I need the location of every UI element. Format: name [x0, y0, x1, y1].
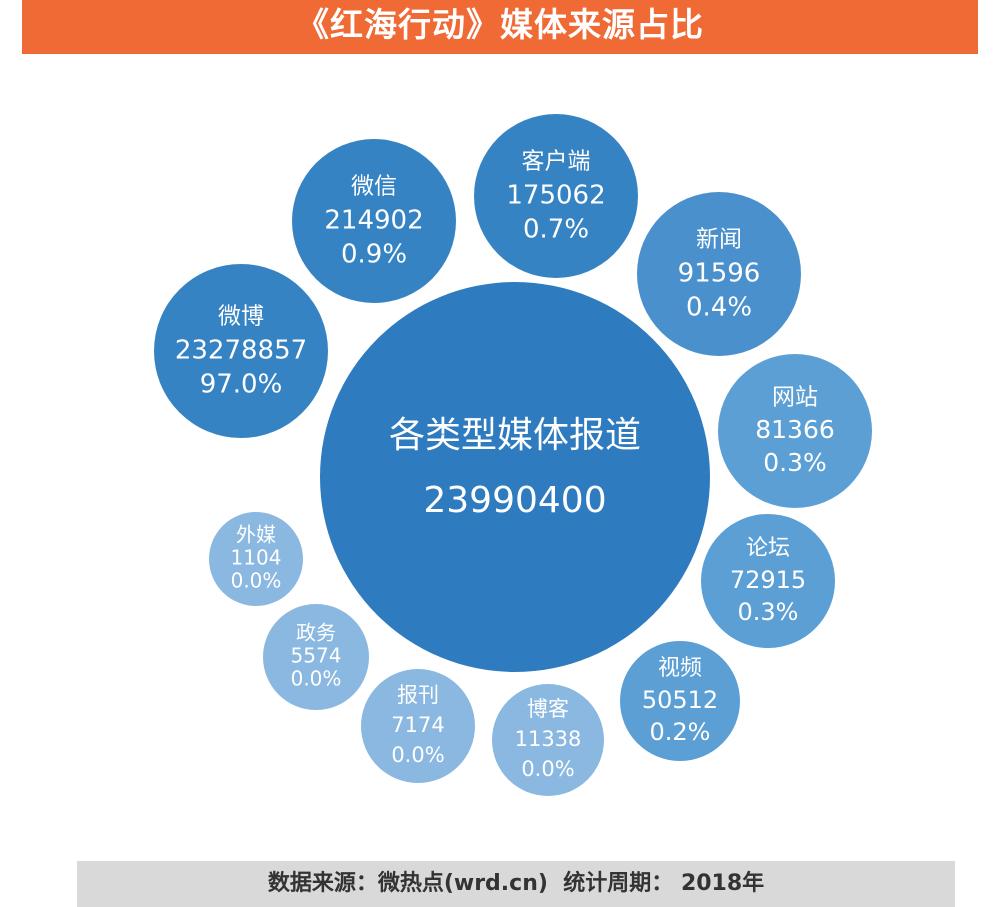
bubble-item: 报刊 7174 0.0% — [361, 669, 475, 783]
bubble-label: 新闻 — [696, 227, 742, 253]
bubble-item: 网站 81366 0.3% — [718, 354, 872, 508]
bubble-value: 91596 — [678, 259, 761, 289]
bubble-item: 微信 214902 0.9% — [292, 139, 456, 303]
bubble-percent: 0.3% — [763, 448, 827, 477]
bubble-value: 7174 — [391, 713, 444, 737]
bubble-value: 1104 — [231, 546, 282, 570]
bubble-value: 11338 — [515, 727, 582, 751]
bubble-label: 报刊 — [397, 683, 439, 707]
footer-source-label: 数据来源：微热点(wrd.cn) — [267, 871, 548, 896]
bubble-circle — [361, 669, 475, 783]
bubble-center-value: 23990400 — [423, 480, 606, 521]
bubble-circle — [620, 641, 740, 761]
bubble-label: 外媒 — [236, 523, 276, 547]
bubble-chart: 各类型媒体报道 23990400 微博 23278857 97.0% 微信 214902 0.… — [154, 114, 872, 796]
footer-period-value: 2018年 — [680, 871, 765, 896]
chart-title: 《红海行动》媒体来源占比 — [22, 0, 978, 54]
footer-period-label: 统计周期： — [563, 871, 674, 896]
bubble-value: 81366 — [755, 415, 835, 444]
bubble-percent: 97.0% — [200, 370, 283, 400]
bubble-circle — [209, 512, 303, 606]
bubble-percent: 0.3% — [738, 598, 799, 626]
bubble-item: 新闻 91596 0.4% — [637, 192, 801, 356]
bubble-label: 博客 — [527, 697, 569, 721]
bubble-label: 微博 — [218, 304, 264, 330]
bubble-circle — [292, 139, 456, 303]
bubble-value: 5574 — [291, 644, 342, 668]
bubble-circle — [701, 514, 835, 648]
bubble-value: 175062 — [506, 181, 605, 211]
bubble-item: 视频 50512 0.2% — [620, 641, 740, 761]
bubble-percent: 0.9% — [341, 240, 407, 270]
bubble-circle — [718, 354, 872, 508]
bubble-percent: 0.7% — [523, 215, 589, 245]
bubble-item: 微博 23278857 97.0% — [154, 264, 328, 438]
bubble-percent: 0.0% — [521, 757, 574, 781]
bubble-circle — [637, 192, 801, 356]
bubble-circle — [263, 604, 369, 710]
bubble-center-label: 各类型媒体报道 — [389, 415, 641, 456]
bubble-item: 博客 11338 0.0% — [492, 684, 604, 796]
bubble-percent: 0.4% — [686, 293, 752, 323]
bubble-percent: 0.0% — [291, 667, 342, 691]
bubble-item: 论坛 72915 0.3% — [701, 514, 835, 648]
bubble-label: 客户端 — [522, 149, 591, 175]
bubble-label: 微信 — [351, 174, 397, 200]
bubble-value: 23278857 — [175, 336, 307, 366]
bubble-percent: 0.0% — [391, 743, 444, 767]
bubble-circle — [492, 684, 604, 796]
bubble-label: 网站 — [772, 385, 818, 411]
footer-source: 数据来源：微热点(wrd.cn) 统计周期： 2018年 — [77, 861, 955, 907]
bubble-value: 214902 — [324, 206, 423, 236]
bubble-circle — [154, 264, 328, 438]
bubble-percent: 0.0% — [231, 569, 282, 593]
bubble-center: 各类型媒体报道 23990400 — [320, 282, 710, 672]
bubble-circle — [474, 114, 638, 278]
bubble-label: 政务 — [296, 621, 336, 645]
bubble-item: 客户端 175062 0.7% — [474, 114, 638, 278]
bubble-label: 视频 — [658, 656, 702, 681]
bubble-value: 72915 — [730, 566, 806, 594]
bubble-percent: 0.2% — [650, 718, 711, 746]
bubble-label: 论坛 — [746, 536, 790, 561]
bubble-value: 50512 — [642, 686, 718, 714]
bubble-center-circle — [320, 282, 710, 672]
